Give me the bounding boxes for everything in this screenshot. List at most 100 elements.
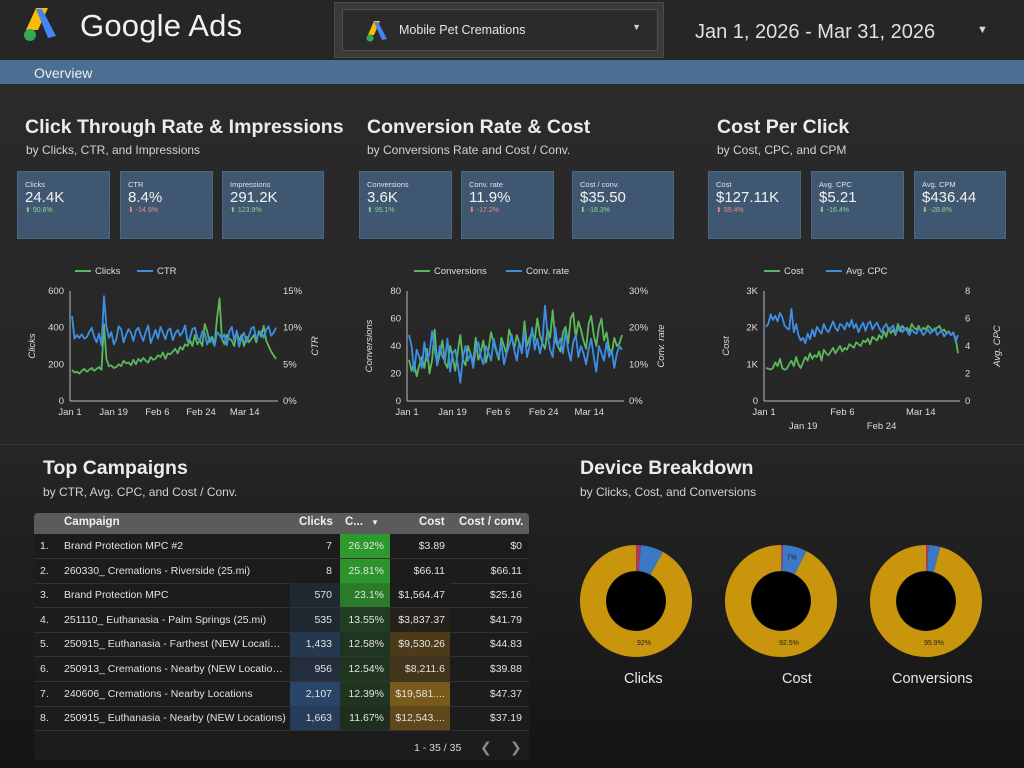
kpi-avg-cpc: Avg. CPC $5.21 ⬇ -16.4% (811, 171, 904, 239)
donut-slice (638, 545, 663, 575)
y-axis-label-right: Avg. CPC (992, 325, 1003, 368)
line-chart-conversions-rate: Conversions Conv. rate 0 20 40 60 80 0% 10% 20% 30… (364, 262, 684, 437)
section-title-cpc: Cost Per Click (717, 116, 850, 138)
table-row[interactable]: 7. 240606_ Cremations - Nearby Locations 2… (34, 681, 529, 707)
chart-legend: Cost Avg. CPC (764, 266, 888, 277)
ctr-value: 12.58% (348, 638, 384, 651)
donut-slice-label: 95.9% (924, 640, 944, 647)
legend-label-right: CTR (157, 266, 177, 277)
section-title-conversion: Conversion Rate & Cost (367, 116, 591, 138)
row-number: 6. (40, 663, 49, 675)
cost-value: $66.11 (413, 564, 445, 577)
y-tick-right: 10% (629, 359, 649, 370)
x-tick: Jan 19 (789, 421, 818, 432)
section-title-campaigns: Top Campaigns (43, 457, 188, 479)
tab-overview[interactable]: Overview (34, 65, 93, 81)
x-tick: Jan 1 (58, 407, 81, 418)
cost-heat-cell (390, 534, 450, 558)
kpi-delta: ⬆ 95.1% (367, 207, 395, 214)
date-caret-down-icon[interactable]: ▼ (977, 24, 988, 36)
cost-per-conv-value: $66.11 (490, 564, 522, 577)
chart-legend: Clicks CTR (75, 266, 177, 277)
y-tick-right: 0% (629, 396, 643, 407)
series-line-conv-rate (408, 304, 623, 384)
legend-label-left: Conversions (434, 266, 487, 277)
row-number: 8. (40, 712, 49, 725)
ctr-value: 11.67% (349, 712, 384, 725)
table-row[interactable]: 5. 250915_ Euthanasia - Farthest (NEW Loc… (34, 632, 529, 658)
kpi-value: $436.44 (922, 189, 977, 206)
table-row[interactable]: 1. Brand Protection MPC #2 7 26.92% $3.89 $0 (34, 534, 529, 559)
sort-desc-icon[interactable]: ▼ (371, 518, 379, 527)
kpi-cost: Cost $127.11K ⬆ 59.4% (708, 171, 801, 239)
y-tick-right: 10% (283, 323, 303, 334)
table-row[interactable]: 6. 250913_ Cremations - Nearby (NEW Locat… (34, 657, 529, 682)
col-clicks[interactable]: Clicks (299, 516, 333, 528)
table-row[interactable]: 4. 251110_ Euthanasia - Palm Springs (25.… (34, 607, 529, 633)
y-axis-label-left: Clicks (27, 333, 38, 359)
row-number: 5. (40, 638, 49, 651)
kpi-name: Conversions (367, 180, 409, 189)
date-range[interactable]: Jan 1, 2026 - Mar 31, 2026 (695, 21, 936, 43)
legend-label-right: Conv. rate (526, 266, 569, 277)
legend-label-left: Cost (784, 266, 804, 277)
kpi-name: Avg. CPC (819, 180, 852, 189)
col-ctr[interactable]: C... (345, 516, 363, 528)
section-title-ctr: Click Through Rate & Impressions (25, 116, 344, 138)
kpi-impressions: Impressions 291.2K ⬆ 123.9% (222, 171, 324, 239)
y-tick-right: 15% (283, 286, 303, 297)
col-cost[interactable]: Cost (419, 516, 445, 528)
kpi-name: Clicks (25, 180, 45, 189)
y-axis-label-left: Conversions (364, 319, 375, 372)
x-tick: Mar 14 (574, 407, 604, 418)
campaign-name: 240606_ Cremations - Nearby Locations (64, 687, 253, 700)
table-row[interactable]: 8. 250915_ Euthanasia - Nearby (NEW Locat… (34, 706, 529, 732)
kpi-value: $35.50 (580, 189, 626, 206)
legend-label-right: Avg. CPC (846, 266, 888, 277)
table-row[interactable]: 2. 260330_ Cremations - Riverside (25.mi)… (34, 558, 529, 584)
y-tick-right: 5% (283, 359, 297, 370)
cost-value: $3.89 (418, 540, 445, 552)
prev-page-icon[interactable]: ❮ (480, 739, 492, 755)
kpi-name: CTR (128, 180, 144, 189)
clicks-heat-cell (290, 632, 340, 657)
donut-chart-cost: 92.5% 7% (725, 545, 837, 657)
x-tick: Feb 24 (186, 407, 216, 418)
donut-slice (927, 545, 941, 572)
account-select[interactable]: Mobile Pet Cremations ▼ (334, 2, 664, 58)
clicks-value: 7 (326, 540, 332, 552)
cost-value: $3,837.37 (398, 613, 445, 626)
kpi-name: Cost / conv. (580, 180, 620, 189)
col-campaign[interactable]: Campaign (64, 516, 120, 528)
kpi-conv-rate: Conv. rate 11.9% ⬇ -17.2% (461, 171, 554, 239)
kpi-delta: ⬇ -18.3% (580, 207, 610, 214)
campaign-name: Brand Protection MPC #2 (64, 540, 184, 552)
campaign-name: Brand Protection MPC (64, 589, 169, 602)
col-cost-per-conv[interactable]: Cost / conv. (459, 516, 524, 528)
google-ads-logo-icon (24, 8, 56, 41)
kpi-value: $127.11K (716, 189, 780, 206)
section-subtitle-cpc: by Cost, CPC, and CPM (717, 143, 847, 157)
kpi-value: 8.4% (128, 189, 163, 206)
kpi-name: Impressions (230, 180, 271, 189)
donut-hole (606, 571, 666, 631)
cost-per-conv-value: $47.37 (489, 687, 522, 700)
x-tick: Feb 6 (486, 407, 510, 418)
kpi-clicks: Clicks 24.4K ⬆ 90.6% (17, 171, 110, 239)
kpi-ctr: CTR 8.4% ⬇ -14.9% (120, 171, 213, 239)
x-tick: Jan 1 (752, 407, 775, 418)
table-row[interactable]: 3. Brand Protection MPC 570 23.1% $1,564.47 $… (34, 583, 529, 609)
kpi-value: $5.21 (819, 189, 857, 206)
y-axis-label-right: CTR (310, 336, 321, 356)
donut-slice (725, 545, 837, 657)
donut-slice (580, 545, 692, 657)
clicks-heat-cell (290, 706, 340, 731)
cost-per-conv-value: $37.19 (489, 712, 522, 725)
series-line-avg-cpc (765, 308, 959, 345)
row-number: 3. (40, 589, 49, 602)
section-subtitle-conversion: by Conversions Rate and Cost / Conv. (367, 143, 571, 157)
kpi-value: 3.6K (367, 189, 398, 206)
next-page-icon[interactable]: ❯ (510, 739, 522, 755)
x-tick: Feb 6 (145, 407, 169, 418)
y-axis-label-left: Cost (721, 336, 732, 356)
